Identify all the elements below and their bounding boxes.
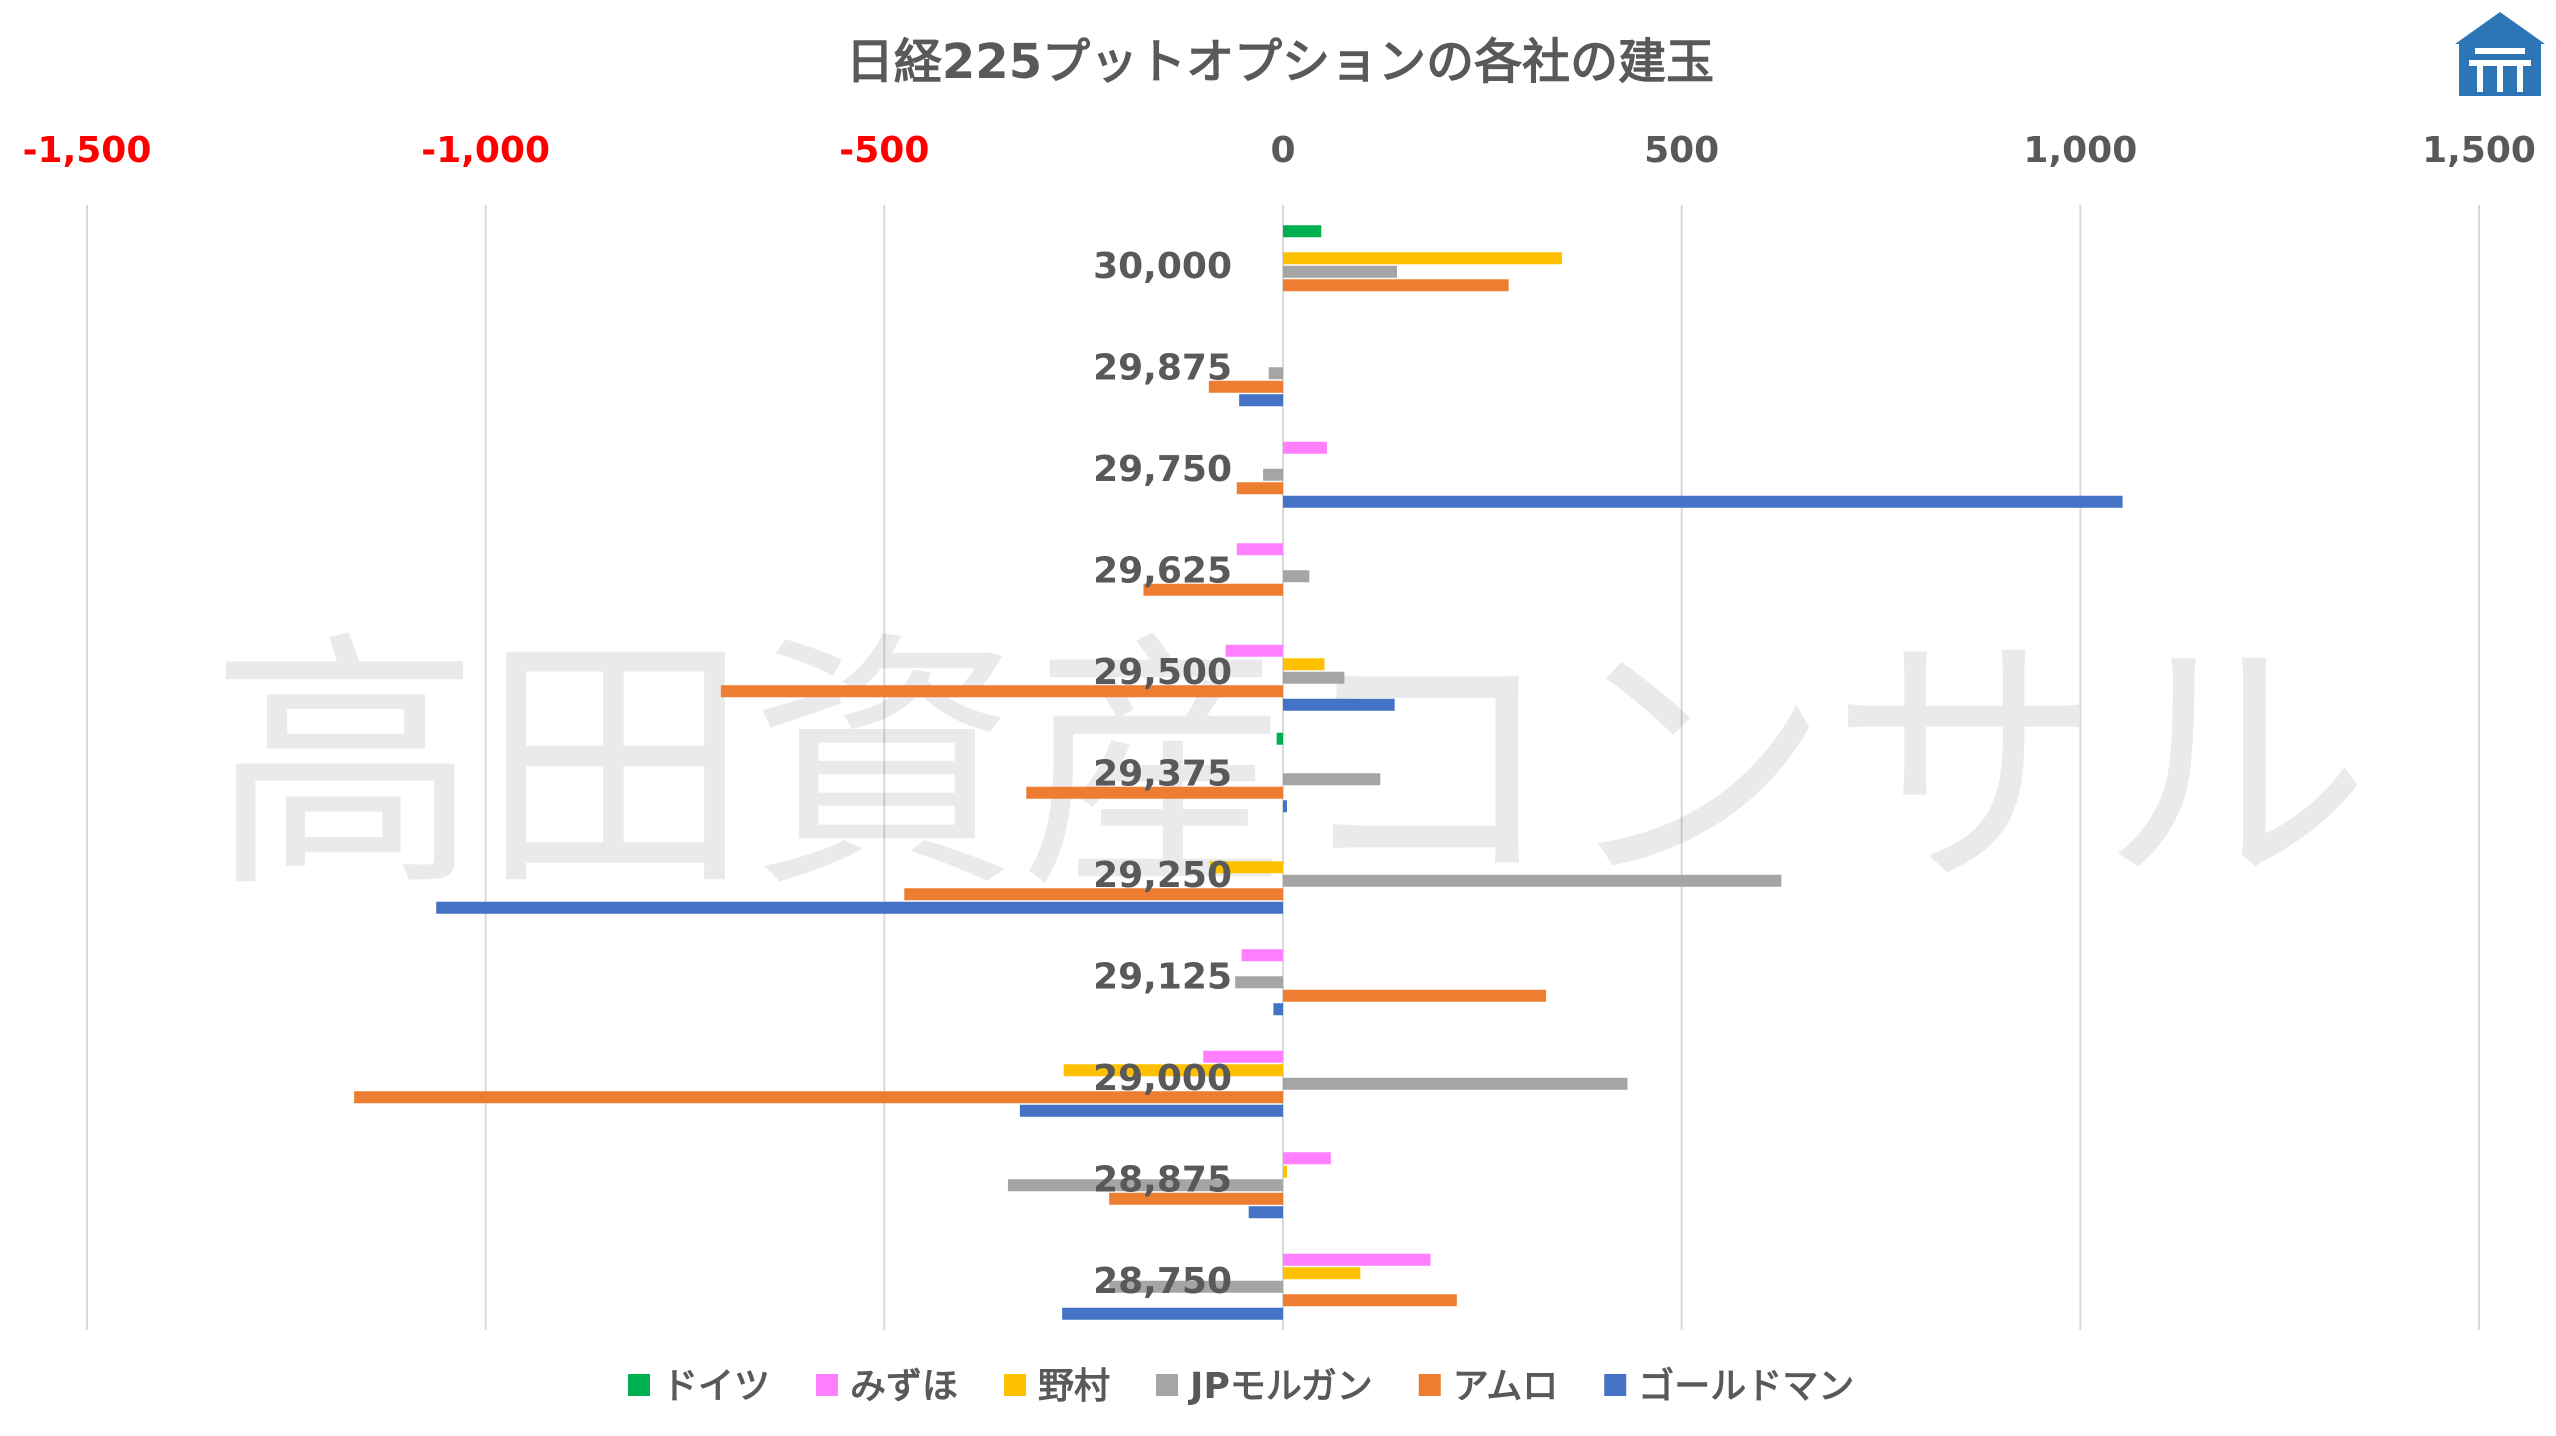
bar (1283, 989, 1547, 1002)
bar (1143, 583, 1283, 596)
bar (1208, 380, 1283, 393)
bar (1283, 1152, 1331, 1165)
bar (1236, 543, 1283, 556)
bar (904, 888, 1283, 901)
legend-swatch (628, 1374, 650, 1396)
category-label: 29,750 (1093, 449, 1232, 490)
category-label: 29,125 (1093, 957, 1232, 998)
legend-swatch (1004, 1374, 1027, 1396)
x-tick-label: 1,000 (2023, 130, 2137, 171)
bar (1283, 773, 1381, 786)
bar (1283, 1253, 1431, 1266)
category-label: 29,000 (1093, 1058, 1232, 1099)
category-label: 28,875 (1093, 1160, 1232, 1201)
bar (1239, 394, 1283, 407)
bar (1283, 1267, 1361, 1280)
bar-layer (354, 225, 2123, 1320)
x-tick-label: 1,500 (2422, 130, 2536, 171)
legend: ドイツ みずほ 野村 JPモルガン アムロ ゴールドマン (628, 1365, 1854, 1407)
bar (720, 685, 1283, 698)
x-axis-ticks: -1,500 -1,000 -500 0 500 1,000 1,500 (23, 130, 2536, 171)
legend-swatch (816, 1374, 839, 1396)
category-label: 29,375 (1093, 754, 1232, 795)
category-label: 29,625 (1093, 551, 1232, 592)
bar (1283, 279, 1509, 292)
bar (1109, 1280, 1283, 1293)
x-tick-label: -500 (839, 130, 929, 171)
legend-swatch (1604, 1374, 1627, 1396)
bar (1209, 861, 1283, 874)
bar (1283, 495, 2123, 508)
bar (1283, 252, 1563, 265)
bar (354, 1091, 1283, 1104)
bar (1203, 1050, 1283, 1063)
category-label: 29,500 (1093, 652, 1232, 693)
bar (1063, 1064, 1283, 1077)
bar (1273, 1003, 1283, 1016)
category-label: 30,000 (1093, 246, 1232, 287)
bar (1235, 976, 1283, 989)
logo-icon (2455, 12, 2545, 96)
bar (1283, 1165, 1287, 1178)
bar (1283, 671, 1345, 684)
bar (1248, 1206, 1283, 1219)
category-label: 29,875 (1093, 348, 1232, 389)
bar (1283, 265, 1398, 278)
category-labels: 30,000 29,875 29,750 29,625 29,500 29,375 29,2… (1093, 246, 1232, 1302)
bar (1283, 698, 1395, 711)
bar (1283, 225, 1322, 238)
bar (436, 901, 1283, 914)
legend-label: ゴールドマン (1638, 1365, 1854, 1407)
bar (1283, 874, 1782, 887)
chart-title: 日経225プットオプションの各社の建玉 (846, 34, 1714, 90)
legend-label: 野村 (1038, 1366, 1110, 1407)
bar (1276, 732, 1283, 745)
bar (1283, 1077, 1628, 1090)
bar (1283, 800, 1287, 813)
x-tick-label: -1,000 (421, 130, 550, 171)
bar (1283, 570, 1310, 583)
bar (1019, 1104, 1283, 1117)
legend-label: ドイツ (662, 1366, 770, 1407)
bar (1026, 786, 1283, 799)
x-tick-label: 0 (1270, 130, 1295, 171)
category-label: 28,750 (1093, 1261, 1232, 1302)
bar (1283, 658, 1325, 671)
legend-label: みずほ (850, 1366, 958, 1407)
bar (1007, 1179, 1283, 1192)
bar (1109, 1192, 1283, 1205)
x-tick-label: 500 (1644, 130, 1719, 171)
bar (1241, 949, 1283, 962)
legend-swatch (1156, 1374, 1179, 1396)
bar (1225, 644, 1283, 657)
legend-swatch (1418, 1374, 1441, 1396)
bar (1268, 367, 1283, 380)
category-label: 29,250 (1093, 855, 1232, 896)
bar (1263, 468, 1283, 481)
bar (1062, 1307, 1283, 1320)
legend-label: アムロ (1453, 1366, 1558, 1407)
bar (1283, 441, 1327, 454)
bar (1236, 482, 1283, 495)
legend-label: JPモルガン (1187, 1366, 1373, 1407)
x-tick-label: -1,500 (23, 130, 152, 171)
bar (1283, 1294, 1457, 1307)
